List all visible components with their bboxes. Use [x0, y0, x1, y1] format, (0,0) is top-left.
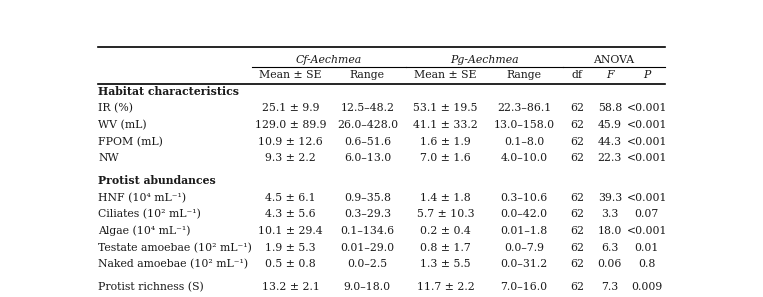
- Text: 0.5 ± 0.8: 0.5 ± 0.8: [265, 260, 316, 269]
- Text: Habitat characteristics: Habitat characteristics: [98, 86, 240, 97]
- Text: 13.0–158.0: 13.0–158.0: [494, 120, 555, 130]
- Text: 0.01–29.0: 0.01–29.0: [340, 243, 394, 253]
- Text: 41.1 ± 33.2: 41.1 ± 33.2: [414, 120, 478, 130]
- Text: 4.3 ± 5.6: 4.3 ± 5.6: [266, 209, 316, 219]
- Text: 13.2 ± 2.1: 13.2 ± 2.1: [262, 282, 320, 292]
- Text: 0.6–51.6: 0.6–51.6: [344, 137, 391, 147]
- Text: <0.001: <0.001: [626, 154, 667, 163]
- Text: 62: 62: [570, 226, 584, 236]
- Text: 0.01: 0.01: [635, 243, 659, 253]
- Text: 1.4 ± 1.8: 1.4 ± 1.8: [420, 193, 471, 203]
- Text: 45.9: 45.9: [598, 120, 622, 130]
- Text: IR (%): IR (%): [98, 103, 134, 113]
- Text: 0.1–134.6: 0.1–134.6: [340, 226, 394, 236]
- Text: 0.2 ± 0.4: 0.2 ± 0.4: [420, 226, 471, 236]
- Text: HNF (10⁴ mL⁻¹): HNF (10⁴ mL⁻¹): [98, 192, 186, 203]
- Text: 129.0 ± 89.9: 129.0 ± 89.9: [255, 120, 327, 130]
- Text: 62: 62: [570, 243, 584, 253]
- Text: 0.3–29.3: 0.3–29.3: [344, 209, 391, 219]
- Text: <0.001: <0.001: [626, 226, 667, 236]
- Text: 6.3: 6.3: [601, 243, 619, 253]
- Text: 0.01–1.8: 0.01–1.8: [501, 226, 548, 236]
- Text: 0.06: 0.06: [597, 260, 622, 269]
- Text: 7.0–16.0: 7.0–16.0: [501, 282, 548, 292]
- Text: FPOM (mL): FPOM (mL): [98, 137, 163, 147]
- Text: 5.7 ± 10.3: 5.7 ± 10.3: [417, 209, 475, 219]
- Text: 62: 62: [570, 282, 584, 292]
- Text: 62: 62: [570, 103, 584, 113]
- Text: 9.0–18.0: 9.0–18.0: [344, 282, 391, 292]
- Text: 9.3 ± 2.2: 9.3 ± 2.2: [265, 154, 316, 163]
- Text: F: F: [606, 70, 613, 80]
- Text: 10.1 ± 29.4: 10.1 ± 29.4: [258, 226, 323, 236]
- Text: 62: 62: [570, 260, 584, 269]
- Text: ANOVA: ANOVA: [593, 55, 634, 64]
- Text: 0.3–10.6: 0.3–10.6: [501, 193, 548, 203]
- Text: NW: NW: [98, 154, 119, 163]
- Text: P: P: [643, 70, 651, 80]
- Text: 39.3: 39.3: [597, 193, 622, 203]
- Text: <0.001: <0.001: [626, 120, 667, 130]
- Text: 0.8 ± 1.7: 0.8 ± 1.7: [420, 243, 471, 253]
- Text: 62: 62: [570, 154, 584, 163]
- Text: 4.5 ± 6.1: 4.5 ± 6.1: [266, 193, 316, 203]
- Text: 7.0 ± 1.6: 7.0 ± 1.6: [420, 154, 471, 163]
- Text: 62: 62: [570, 120, 584, 130]
- Text: 62: 62: [570, 137, 584, 147]
- Text: 62: 62: [570, 209, 584, 219]
- Text: 58.8: 58.8: [597, 103, 622, 113]
- Text: 0.9–35.8: 0.9–35.8: [344, 193, 391, 203]
- Text: 3.3: 3.3: [601, 209, 619, 219]
- Text: <0.001: <0.001: [626, 137, 667, 147]
- Text: 1.6 ± 1.9: 1.6 ± 1.9: [420, 137, 471, 147]
- Text: 0.0–42.0: 0.0–42.0: [501, 209, 548, 219]
- Text: 25.1 ± 9.9: 25.1 ± 9.9: [262, 103, 319, 113]
- Text: <0.001: <0.001: [626, 193, 667, 203]
- Text: Mean ± SE: Mean ± SE: [259, 70, 322, 80]
- Text: 0.07: 0.07: [635, 209, 659, 219]
- Text: Cf-Aechmea: Cf-Aechmea: [296, 55, 362, 64]
- Text: WV (mL): WV (mL): [98, 120, 147, 130]
- Text: 0.0–31.2: 0.0–31.2: [501, 260, 548, 269]
- Text: 53.1 ± 19.5: 53.1 ± 19.5: [414, 103, 478, 113]
- Text: 7.3: 7.3: [601, 282, 619, 292]
- Text: 1.3 ± 5.5: 1.3 ± 5.5: [420, 260, 471, 269]
- Text: Range: Range: [350, 70, 385, 80]
- Text: df: df: [571, 70, 583, 80]
- Text: 0.0–2.5: 0.0–2.5: [347, 260, 388, 269]
- Text: Mean ± SE: Mean ± SE: [414, 70, 477, 80]
- Text: 18.0: 18.0: [597, 226, 622, 236]
- Text: Range: Range: [507, 70, 542, 80]
- Text: 10.9 ± 12.6: 10.9 ± 12.6: [258, 137, 323, 147]
- Text: Pg-Aechmea: Pg-Aechmea: [450, 55, 519, 64]
- Text: Naked amoebae (10² mL⁻¹): Naked amoebae (10² mL⁻¹): [98, 259, 249, 270]
- Text: 22.3: 22.3: [597, 154, 622, 163]
- Text: 0.8: 0.8: [638, 260, 655, 269]
- Text: Protist richness (S): Protist richness (S): [98, 282, 204, 292]
- Text: 62: 62: [570, 193, 584, 203]
- Text: 6.0–13.0: 6.0–13.0: [344, 154, 391, 163]
- Text: 1.9 ± 5.3: 1.9 ± 5.3: [266, 243, 316, 253]
- Text: Protist abundances: Protist abundances: [98, 176, 216, 187]
- Text: 0.1–8.0: 0.1–8.0: [504, 137, 544, 147]
- Text: Algae (10⁴ mL⁻¹): Algae (10⁴ mL⁻¹): [98, 226, 191, 236]
- Text: 0.0–7.9: 0.0–7.9: [504, 243, 544, 253]
- Text: 44.3: 44.3: [597, 137, 622, 147]
- Text: <0.001: <0.001: [626, 103, 667, 113]
- Text: 11.7 ± 2.2: 11.7 ± 2.2: [417, 282, 475, 292]
- Text: 12.5–48.2: 12.5–48.2: [340, 103, 394, 113]
- Text: Testate amoebae (10² mL⁻¹): Testate amoebae (10² mL⁻¹): [98, 243, 253, 253]
- Text: 22.3–86.1: 22.3–86.1: [497, 103, 551, 113]
- Text: 4.0–10.0: 4.0–10.0: [501, 154, 548, 163]
- Text: 26.0–428.0: 26.0–428.0: [336, 120, 398, 130]
- Text: 0.009: 0.009: [631, 282, 662, 292]
- Text: Ciliates (10² mL⁻¹): Ciliates (10² mL⁻¹): [98, 209, 201, 219]
